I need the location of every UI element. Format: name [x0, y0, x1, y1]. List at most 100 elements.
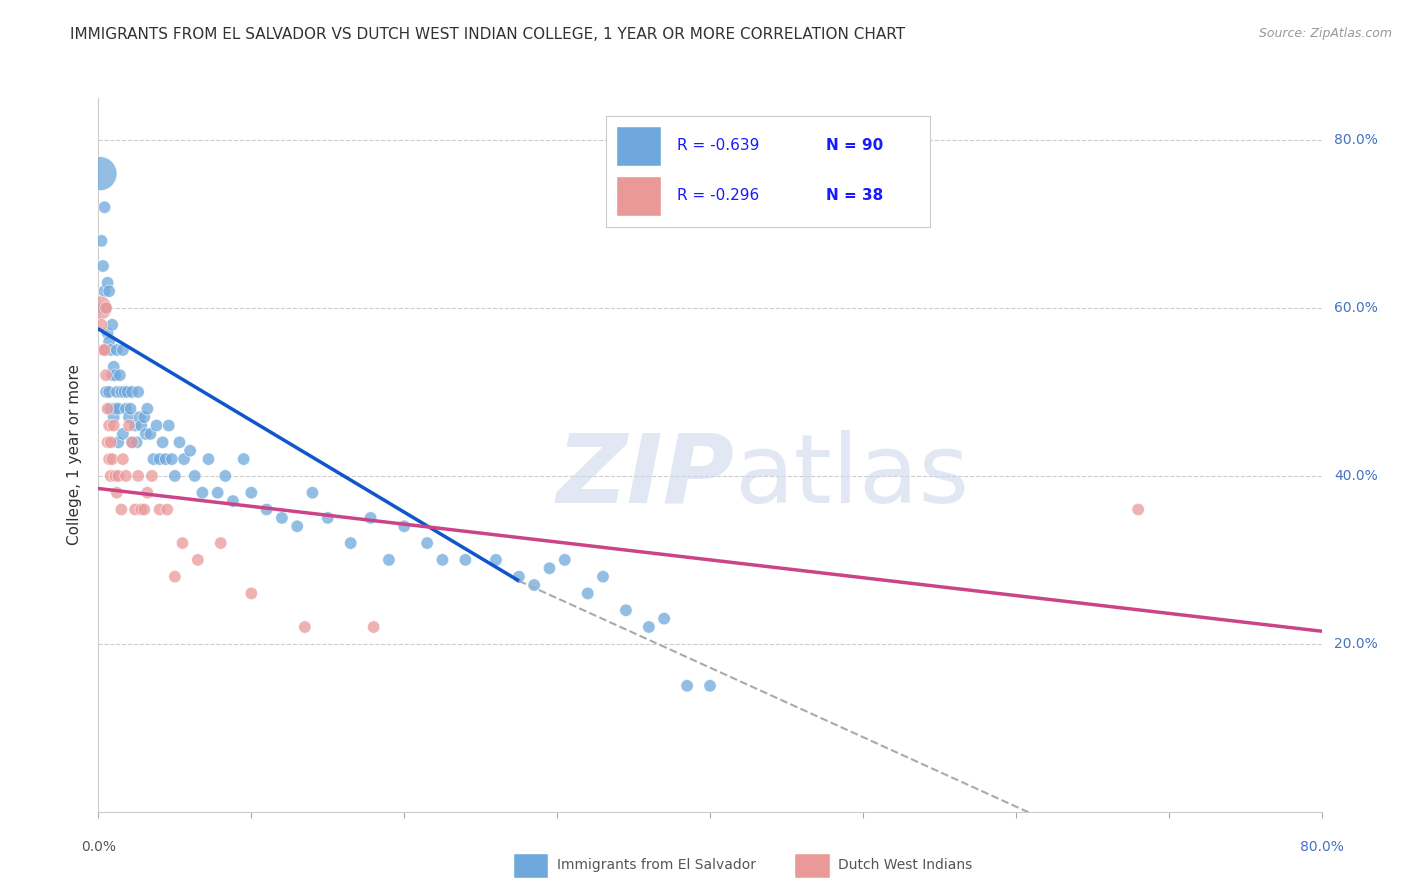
- Point: [149, 502, 172, 516]
- Point: [105, 343, 128, 357]
- Point: [98, 284, 121, 298]
- Point: [129, 418, 152, 433]
- Point: [134, 502, 156, 516]
- Point: [110, 502, 132, 516]
- Point: [652, 612, 675, 626]
- Point: [118, 410, 141, 425]
- Point: [91, 343, 114, 357]
- Point: [156, 502, 179, 516]
- Point: [1128, 502, 1150, 516]
- Point: [101, 368, 124, 383]
- Point: [125, 435, 148, 450]
- Point: [94, 384, 117, 399]
- Point: [100, 469, 122, 483]
- Point: [392, 519, 416, 533]
- Point: [285, 519, 308, 533]
- Point: [172, 536, 194, 550]
- Point: [363, 620, 385, 634]
- Point: [89, 301, 111, 315]
- Point: [485, 553, 508, 567]
- Point: [699, 679, 721, 693]
- Point: [94, 343, 117, 357]
- Point: [240, 485, 263, 500]
- Point: [98, 384, 121, 399]
- Point: [141, 469, 163, 483]
- Point: [107, 469, 129, 483]
- Point: [270, 511, 292, 525]
- Point: [121, 435, 143, 450]
- Point: [115, 401, 138, 416]
- Point: [508, 569, 530, 583]
- Point: [93, 200, 115, 214]
- Point: [294, 620, 316, 634]
- Point: [152, 435, 174, 450]
- Point: [360, 511, 382, 525]
- Point: [676, 679, 699, 693]
- Text: ZIP: ZIP: [557, 430, 734, 523]
- Point: [209, 536, 232, 550]
- Point: [149, 452, 172, 467]
- Point: [121, 435, 143, 450]
- Point: [240, 586, 263, 600]
- Point: [592, 569, 614, 583]
- Point: [101, 318, 124, 332]
- Point: [91, 301, 114, 315]
- Point: [637, 620, 661, 634]
- Point: [614, 603, 637, 617]
- Point: [538, 561, 561, 575]
- Point: [136, 485, 159, 500]
- Point: [222, 494, 245, 508]
- Point: [163, 569, 186, 583]
- Point: [554, 553, 576, 567]
- Point: [124, 418, 146, 433]
- Point: [214, 469, 236, 483]
- Point: [179, 443, 201, 458]
- Point: [100, 435, 122, 450]
- Point: [118, 418, 141, 433]
- Point: [157, 418, 180, 433]
- Point: [111, 426, 134, 441]
- Point: [104, 401, 127, 416]
- Point: [93, 284, 115, 298]
- Point: [107, 401, 129, 416]
- Text: 60.0%: 60.0%: [1334, 301, 1378, 315]
- Point: [104, 469, 127, 483]
- Point: [173, 452, 195, 467]
- Point: [98, 334, 121, 349]
- Point: [110, 384, 132, 399]
- Point: [103, 418, 125, 433]
- Point: [187, 553, 209, 567]
- Text: atlas: atlas: [734, 430, 970, 523]
- Point: [127, 469, 149, 483]
- Point: [523, 578, 546, 592]
- Point: [111, 452, 134, 467]
- Point: [97, 435, 120, 450]
- Point: [105, 485, 128, 500]
- Point: [124, 502, 146, 516]
- Point: [432, 553, 454, 567]
- Point: [134, 410, 156, 425]
- Point: [100, 401, 122, 416]
- Text: 0.0%: 0.0%: [82, 840, 115, 855]
- Point: [316, 511, 339, 525]
- Point: [94, 301, 117, 315]
- Text: Source: ZipAtlas.com: Source: ZipAtlas.com: [1258, 27, 1392, 40]
- Point: [107, 435, 129, 450]
- Point: [301, 485, 323, 500]
- Point: [120, 401, 142, 416]
- Point: [127, 384, 149, 399]
- Point: [135, 426, 157, 441]
- Y-axis label: College, 1 year or more: College, 1 year or more: [67, 365, 83, 545]
- Point: [136, 401, 159, 416]
- Text: 20.0%: 20.0%: [1334, 637, 1378, 651]
- Point: [416, 536, 439, 550]
- Text: IMMIGRANTS FROM EL SALVADOR VS DUTCH WEST INDIAN COLLEGE, 1 YEAR OR MORE CORRELA: IMMIGRANTS FROM EL SALVADOR VS DUTCH WES…: [70, 27, 905, 42]
- Point: [191, 485, 214, 500]
- Point: [145, 418, 167, 433]
- Point: [115, 469, 138, 483]
- Point: [339, 536, 361, 550]
- Point: [112, 384, 135, 399]
- Point: [104, 368, 127, 383]
- Text: 80.0%: 80.0%: [1334, 133, 1378, 147]
- Point: [184, 469, 207, 483]
